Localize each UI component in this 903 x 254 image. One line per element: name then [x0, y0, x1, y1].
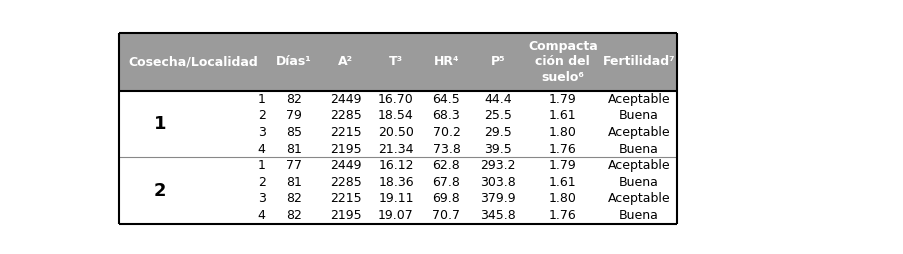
Text: 2: 2 — [154, 182, 166, 200]
Text: 20.50: 20.50 — [377, 126, 414, 139]
Text: 2215: 2215 — [330, 192, 361, 205]
Text: 16.12: 16.12 — [377, 159, 414, 172]
Text: 1.80: 1.80 — [548, 126, 576, 139]
Text: T³: T³ — [388, 55, 403, 68]
Text: Buena: Buena — [619, 209, 658, 222]
Text: Aceptable: Aceptable — [607, 93, 670, 106]
Text: 1: 1 — [154, 115, 166, 133]
Text: Días¹: Días¹ — [276, 55, 312, 68]
Text: 16.70: 16.70 — [377, 93, 414, 106]
Text: 293.2: 293.2 — [479, 159, 515, 172]
Bar — [118, 33, 676, 91]
Text: Cosecha/Localidad: Cosecha/Localidad — [128, 55, 258, 68]
Text: Compacta
ción del
suelo⁶: Compacta ción del suelo⁶ — [527, 40, 597, 84]
Text: 82: 82 — [286, 192, 302, 205]
Bar — [118, 157, 676, 174]
Text: 2195: 2195 — [330, 142, 361, 156]
Text: Fertilidad⁷: Fertilidad⁷ — [602, 55, 675, 68]
Text: 1.79: 1.79 — [548, 159, 576, 172]
Bar — [118, 124, 676, 141]
Text: 69.8: 69.8 — [433, 192, 460, 205]
Text: 2285: 2285 — [330, 109, 361, 122]
Text: 3: 3 — [257, 192, 265, 205]
Text: 3: 3 — [257, 126, 265, 139]
Text: 70.2: 70.2 — [432, 126, 460, 139]
Text: 44.4: 44.4 — [484, 93, 511, 106]
Bar — [118, 174, 676, 190]
Text: 73.8: 73.8 — [432, 142, 460, 156]
Text: 85: 85 — [285, 126, 302, 139]
Text: 379.9: 379.9 — [479, 192, 516, 205]
Text: 2195: 2195 — [330, 209, 361, 222]
Text: 1: 1 — [257, 93, 265, 106]
Text: 2: 2 — [257, 176, 265, 189]
Text: 82: 82 — [286, 209, 302, 222]
Text: 81: 81 — [286, 176, 302, 189]
Text: 2449: 2449 — [330, 159, 361, 172]
Text: Buena: Buena — [619, 142, 658, 156]
Text: HR⁴: HR⁴ — [433, 55, 459, 68]
Text: 64.5: 64.5 — [433, 93, 460, 106]
Text: Aceptable: Aceptable — [607, 126, 670, 139]
Text: 4: 4 — [257, 142, 265, 156]
Text: 29.5: 29.5 — [484, 126, 511, 139]
Bar — [118, 141, 676, 157]
Text: 1: 1 — [257, 159, 265, 172]
Text: 82: 82 — [286, 93, 302, 106]
Text: 77: 77 — [285, 159, 302, 172]
Text: 1.76: 1.76 — [548, 209, 576, 222]
Bar — [118, 190, 676, 207]
Text: 21.34: 21.34 — [377, 142, 414, 156]
Text: 2: 2 — [257, 109, 265, 122]
Text: 1.76: 1.76 — [548, 142, 576, 156]
Text: 39.5: 39.5 — [484, 142, 511, 156]
Text: 2285: 2285 — [330, 176, 361, 189]
Text: 1.79: 1.79 — [548, 93, 576, 106]
Text: 303.8: 303.8 — [479, 176, 516, 189]
Text: P⁵: P⁵ — [490, 55, 505, 68]
Text: 81: 81 — [286, 142, 302, 156]
Text: 79: 79 — [286, 109, 302, 122]
Text: A²: A² — [338, 55, 353, 68]
Text: 1.61: 1.61 — [548, 109, 576, 122]
Text: Aceptable: Aceptable — [607, 159, 670, 172]
Bar — [118, 108, 676, 124]
Text: 25.5: 25.5 — [483, 109, 511, 122]
Text: 68.3: 68.3 — [433, 109, 460, 122]
Text: 1.80: 1.80 — [548, 192, 576, 205]
Text: Aceptable: Aceptable — [607, 192, 670, 205]
Text: 18.36: 18.36 — [377, 176, 414, 189]
Text: 70.7: 70.7 — [432, 209, 460, 222]
Text: 2215: 2215 — [330, 126, 361, 139]
Text: 345.8: 345.8 — [479, 209, 516, 222]
Bar — [118, 91, 676, 108]
Text: 19.07: 19.07 — [377, 209, 414, 222]
Text: 18.54: 18.54 — [377, 109, 414, 122]
Text: 2449: 2449 — [330, 93, 361, 106]
Text: 1.61: 1.61 — [548, 176, 576, 189]
Text: 67.8: 67.8 — [432, 176, 460, 189]
Bar — [118, 207, 676, 224]
Text: Buena: Buena — [619, 176, 658, 189]
Text: 19.11: 19.11 — [377, 192, 414, 205]
Text: 62.8: 62.8 — [433, 159, 460, 172]
Text: Buena: Buena — [619, 109, 658, 122]
Text: 4: 4 — [257, 209, 265, 222]
